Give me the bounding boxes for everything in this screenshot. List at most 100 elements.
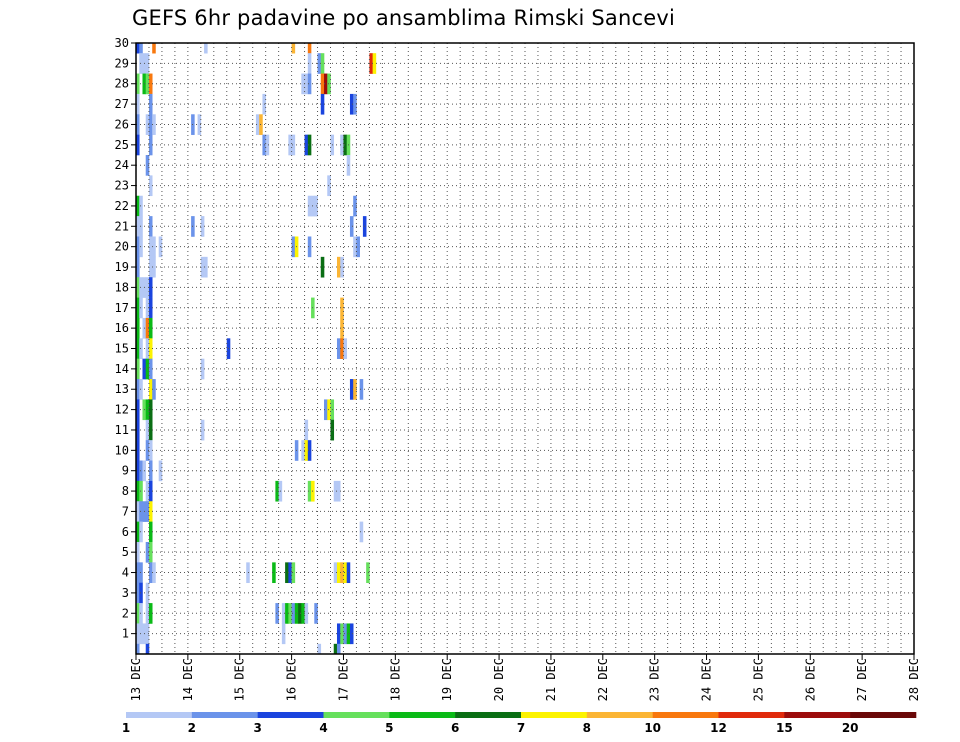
heatmap-cell — [272, 562, 276, 584]
heatmap-cell — [366, 562, 370, 584]
heatmap-cell — [336, 623, 341, 645]
heatmap-cell — [307, 440, 312, 461]
heatmap-cell — [275, 480, 279, 502]
heatmap-cell — [136, 338, 140, 359]
heatmap-cell — [301, 603, 305, 624]
y-tick-label: 15 — [115, 342, 129, 356]
heatmap-cell — [145, 114, 150, 135]
heatmap-cell — [336, 643, 341, 655]
colorbar-label: 12 — [710, 721, 727, 735]
colorbar-swatch — [455, 712, 522, 718]
heatmap-cell — [136, 460, 140, 482]
heatmap-cell — [139, 236, 143, 258]
heatmap-cell — [281, 623, 286, 645]
y-tick-label: 13 — [115, 382, 129, 396]
heatmap-cell — [139, 623, 143, 645]
heatmap-cell — [145, 623, 150, 645]
heatmap-cell — [136, 134, 140, 156]
heatmap-cell — [304, 440, 309, 461]
y-tick-label: 27 — [115, 97, 129, 111]
heatmap-cell — [139, 297, 143, 319]
heatmap-cell — [145, 582, 150, 604]
heatmap-cell — [139, 43, 143, 54]
heatmap-cell — [336, 480, 341, 502]
heatmap-cell — [139, 379, 143, 400]
x-tick-label: 20 DEC — [492, 658, 506, 701]
x-tick-label: 22 DEC — [596, 658, 610, 701]
dotted-grid — [136, 42, 914, 654]
heatmap-cell — [317, 53, 322, 74]
heatmap-cell — [139, 480, 143, 502]
heatmap-cell — [136, 501, 140, 522]
heatmap-cell — [145, 73, 150, 95]
heatmap-cell — [333, 562, 338, 584]
y-tick-label: 6 — [122, 525, 129, 539]
colorbar-swatch — [586, 712, 653, 718]
heatmap-cell — [265, 134, 270, 156]
x-axis: 13 DEC 14 DEC 15 DEC 16 DEC 17 DEC 18 DEC 19 D… — [129, 654, 921, 701]
heatmap-cell — [152, 114, 156, 135]
colorbar-swatch — [389, 712, 456, 718]
y-tick-label: 10 — [115, 443, 129, 457]
heatmap-cell — [349, 379, 354, 400]
heatmap-cell — [200, 358, 205, 380]
colorbar-label: 4 — [319, 721, 327, 735]
heatmap-cell — [145, 317, 150, 339]
y-tick-label: 2 — [122, 606, 129, 620]
x-tick-label: 14 DEC — [181, 658, 195, 701]
heatmap-cell — [145, 155, 150, 176]
heatmap-cell — [136, 480, 140, 502]
heatmap-cell — [145, 338, 150, 359]
heatmap-cell — [136, 541, 140, 563]
heatmap-cell — [288, 562, 292, 584]
colorbar-label: 1 — [122, 721, 130, 735]
heatmap-cell — [145, 277, 150, 298]
heatmap-cell — [340, 317, 344, 339]
heatmap-cell — [333, 480, 338, 502]
heatmap-cell — [307, 480, 312, 502]
heatmap-cell — [327, 399, 331, 421]
heatmap-cell — [204, 43, 208, 54]
y-tick-label: 8 — [122, 484, 129, 498]
heatmap-cell — [136, 643, 140, 655]
colorbar-label: 15 — [776, 721, 793, 735]
heatmap-cell — [200, 419, 205, 441]
heatmap-cell — [145, 399, 150, 421]
x-tick-label: 16 DEC — [285, 658, 299, 701]
heatmap-cell — [324, 73, 328, 95]
y-tick-label: 24 — [115, 158, 129, 172]
x-tick-label: 23 DEC — [648, 658, 662, 701]
colorbar-swatch — [652, 712, 719, 718]
heatmap-cell — [139, 603, 143, 624]
heatmap-cell — [304, 603, 309, 624]
heatmap-cell — [148, 175, 153, 197]
heatmap-cell — [353, 379, 357, 400]
heatmap-cell — [148, 521, 153, 543]
heatmap-cell — [307, 43, 312, 54]
colorbar-swatch — [126, 712, 193, 718]
heatmap-cell — [320, 73, 325, 95]
heatmap-cell — [317, 643, 322, 655]
heatmap-cell — [148, 603, 153, 624]
x-tick-label: 26 DEC — [803, 658, 817, 701]
heatmap-cell — [148, 562, 153, 584]
heatmap-cell — [291, 603, 296, 624]
colorbar-swatch — [850, 712, 917, 718]
heatmap-cell — [353, 93, 357, 115]
heatmap-cell — [136, 399, 140, 421]
colorbar-label: 3 — [253, 721, 261, 735]
y-tick-label: 12 — [115, 403, 129, 417]
y-tick-label: 16 — [115, 321, 129, 335]
heatmap-cell — [291, 562, 296, 584]
heatmap-cell — [136, 216, 140, 237]
colorbar-label: 20 — [842, 721, 859, 735]
heatmap-cell — [145, 53, 150, 74]
heatmap-cell — [136, 236, 140, 258]
heatmap-cell — [148, 379, 153, 400]
heatmap-cell — [139, 216, 143, 237]
heatmap-cell — [136, 582, 140, 604]
heatmap-cell — [200, 216, 205, 237]
heatmap-cell — [343, 562, 348, 584]
heatmap-cell — [336, 256, 341, 278]
heatmap-cell — [139, 277, 143, 298]
